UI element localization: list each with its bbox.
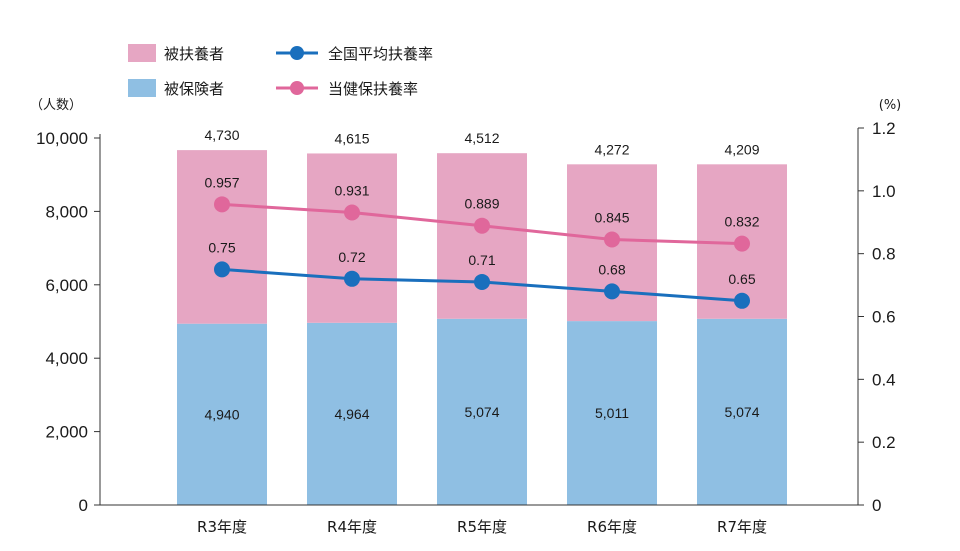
bar-insured	[697, 318, 787, 505]
bar-dependents	[177, 150, 267, 324]
point-label: 0.65	[728, 271, 755, 287]
bar-insured	[307, 322, 397, 505]
series-point	[474, 273, 490, 290]
point-label: 0.72	[338, 249, 365, 265]
right-tick-label: 0.2	[872, 433, 896, 452]
left-tick-label: 0	[79, 496, 88, 515]
axes-layer: 0 2,000 4,000 6,000 8,000 10,000 0 0.2 0.4 0.6 0.8…	[30, 98, 901, 515]
bar-label-dependents: 4,615	[334, 130, 369, 146]
point-label: 0.71	[468, 252, 495, 268]
point-label: 0.889	[464, 196, 499, 212]
right-tick-label: 0	[872, 496, 881, 515]
right-tick-label: 1.2	[872, 119, 896, 138]
series-point	[214, 196, 230, 213]
bar-label-insured: 4,964	[334, 406, 369, 422]
bar-label-dependents: 4,512	[464, 130, 499, 146]
right-tick-label: 1.0	[872, 182, 896, 201]
labels-layer: 4,940 4,730 R3年度 4,964 4,615 R4年度 5,074 4,512 R5…	[197, 127, 767, 536]
bar-label-dependents: 4,730	[204, 127, 239, 143]
x-tick-label: R7年度	[717, 518, 767, 536]
point-label: 0.832	[724, 214, 759, 230]
series-point	[734, 235, 750, 252]
right-tick-label: 0.8	[872, 245, 896, 264]
x-tick-label: R5年度	[457, 518, 507, 536]
point-label: 0.845	[594, 210, 629, 226]
bar-insured	[567, 321, 657, 505]
series-point	[474, 217, 490, 234]
legend-label: 全国平均扶養率	[328, 45, 433, 63]
left-axis-unit: （人数）	[30, 98, 82, 113]
legend-swatch	[128, 79, 156, 97]
legend-label: 当健保扶養率	[328, 80, 418, 98]
series-point	[734, 292, 750, 309]
left-tick-label: 4,000	[45, 349, 88, 368]
legend-marker	[290, 81, 304, 95]
right-axis-unit: (%)	[879, 98, 902, 113]
bar-insured	[177, 323, 267, 505]
bar-dependents	[437, 153, 527, 319]
point-label: 0.931	[334, 183, 369, 199]
series-point	[604, 231, 620, 248]
point-label: 0.957	[204, 174, 239, 190]
lines-layer	[214, 196, 750, 309]
x-tick-label: R6年度	[587, 518, 637, 536]
bar-label-dependents: 4,272	[594, 141, 629, 157]
series-point	[344, 204, 360, 221]
point-label: 0.75	[208, 239, 235, 255]
left-tick-label: 6,000	[45, 276, 88, 295]
left-tick-label: 10,000	[36, 129, 88, 148]
series-point	[604, 283, 620, 300]
series-point	[344, 270, 360, 287]
bar-label-insured: 5,074	[724, 404, 759, 420]
bar-insured	[437, 318, 527, 505]
bar-label-insured: 5,011	[595, 405, 629, 421]
left-tick-label: 8,000	[45, 202, 88, 221]
point-label: 0.68	[598, 261, 625, 277]
bar-label-insured: 5,074	[464, 404, 499, 420]
bar-label-insured: 4,940	[204, 406, 239, 422]
legend-label: 被保険者	[164, 80, 224, 98]
x-tick-label: R4年度	[327, 518, 377, 536]
bar-dependents	[307, 153, 397, 323]
right-tick-label: 0.4	[872, 370, 896, 389]
legend-swatch	[128, 44, 156, 62]
bar-label-dependents: 4,209	[724, 141, 759, 157]
x-tick-label: R3年度	[197, 518, 247, 536]
right-tick-label: 0.6	[872, 308, 896, 327]
left-tick-label: 2,000	[45, 423, 88, 442]
series-point	[214, 261, 230, 278]
legend-label: 被扶養者	[164, 45, 224, 63]
legend-marker	[290, 46, 304, 60]
